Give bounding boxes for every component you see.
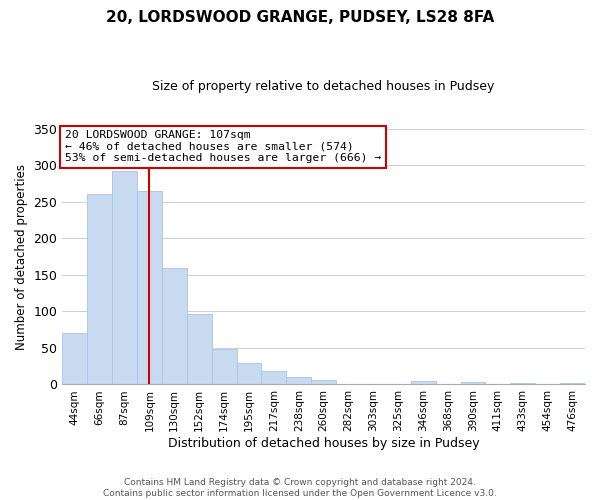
Text: Contains HM Land Registry data © Crown copyright and database right 2024.
Contai: Contains HM Land Registry data © Crown c… (103, 478, 497, 498)
Bar (262, 370, 286, 384)
Bar (511, 383, 535, 384)
Bar (212, 348, 236, 384)
Bar (187, 314, 212, 384)
Y-axis label: Number of detached properties: Number of detached properties (15, 164, 28, 350)
Bar (236, 364, 262, 384)
Bar (411, 381, 436, 384)
Bar (112, 170, 137, 384)
Bar (311, 380, 336, 384)
Bar (286, 377, 311, 384)
X-axis label: Distribution of detached houses by size in Pudsey: Distribution of detached houses by size … (168, 437, 479, 450)
Bar (162, 268, 187, 384)
Bar (560, 383, 585, 384)
Bar (461, 382, 485, 384)
Text: 20 LORDSWOOD GRANGE: 107sqm
← 46% of detached houses are smaller (574)
53% of se: 20 LORDSWOOD GRANGE: 107sqm ← 46% of det… (65, 130, 381, 164)
Bar (62, 334, 87, 384)
Title: Size of property relative to detached houses in Pudsey: Size of property relative to detached ho… (152, 80, 495, 93)
Bar (137, 191, 162, 384)
Bar (87, 194, 112, 384)
Text: 20, LORDSWOOD GRANGE, PUDSEY, LS28 8FA: 20, LORDSWOOD GRANGE, PUDSEY, LS28 8FA (106, 10, 494, 25)
